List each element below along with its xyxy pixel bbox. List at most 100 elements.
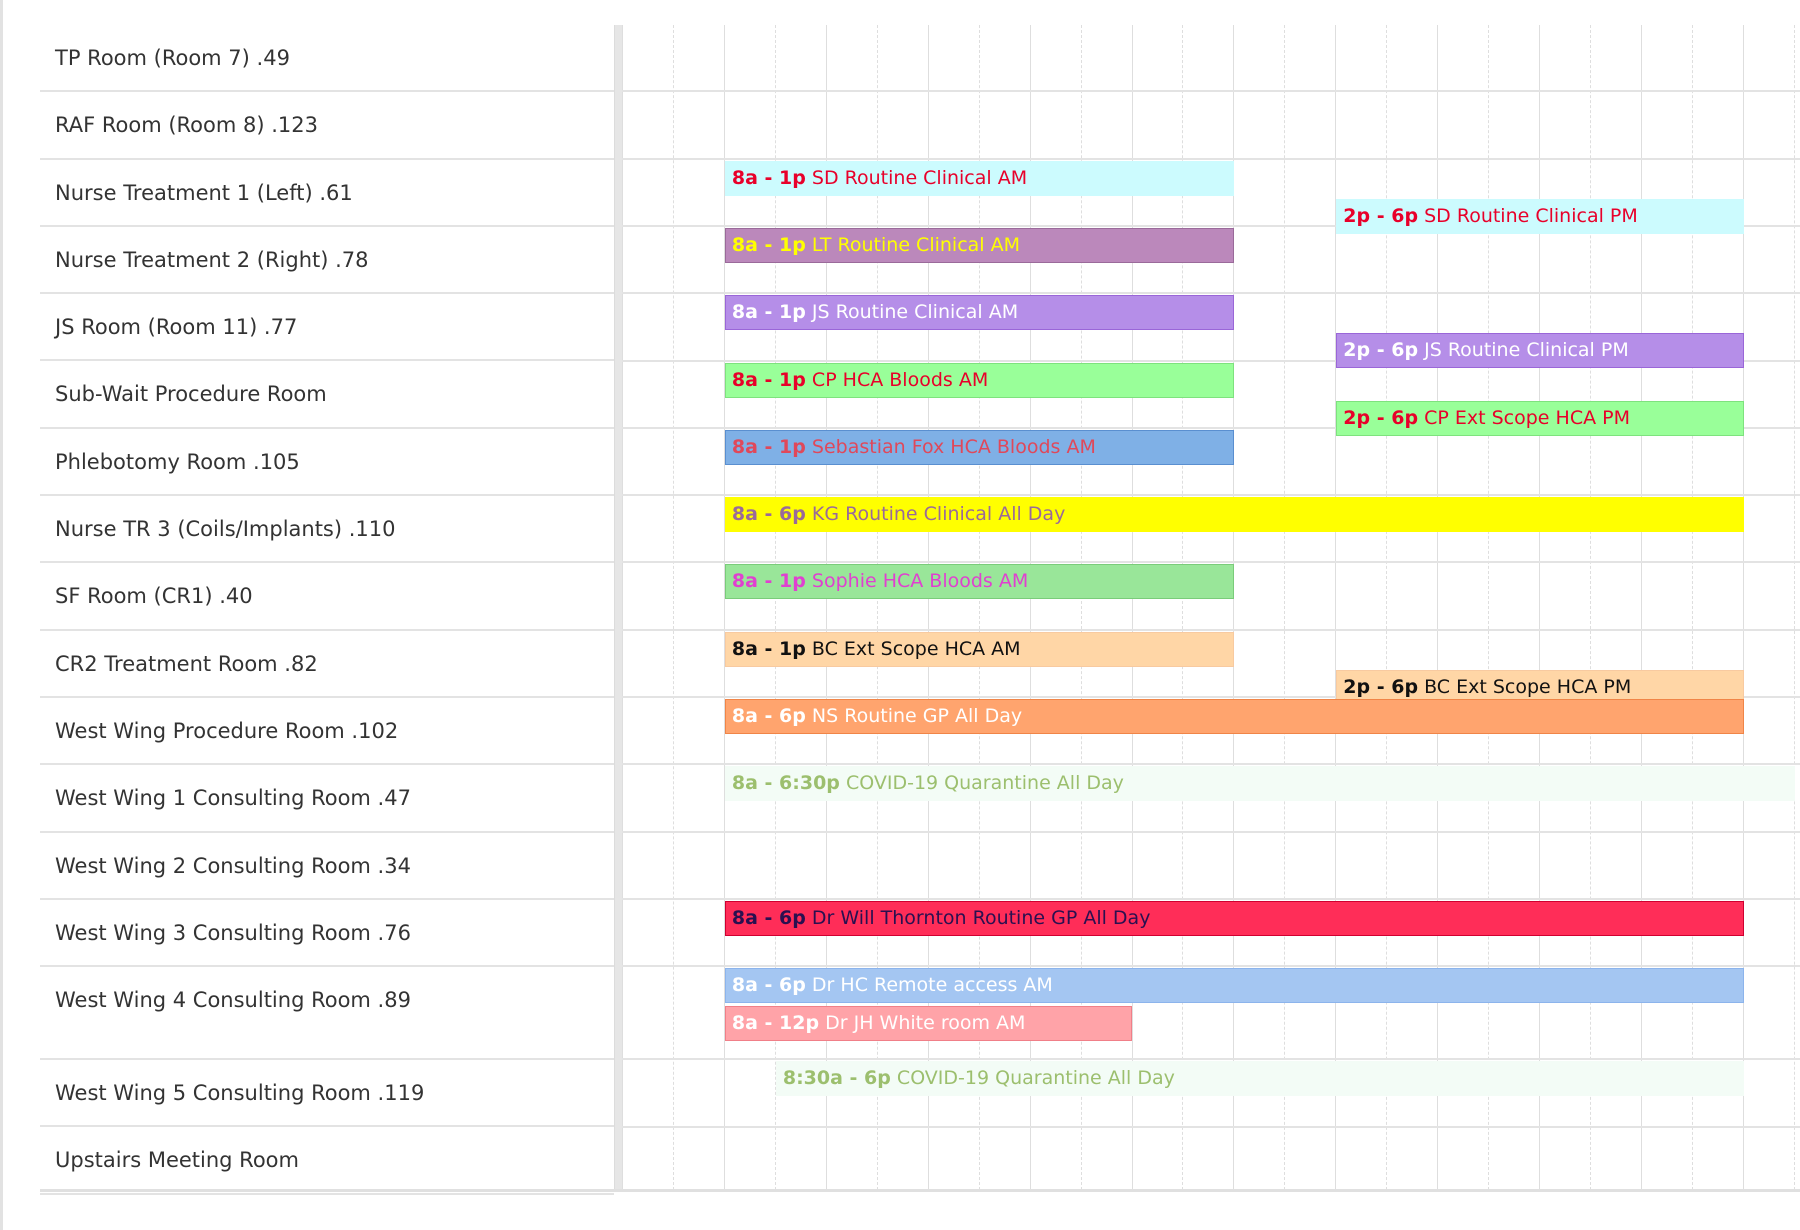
left-border [0,0,3,1230]
hour-gridline [1641,25,1642,1190]
schedule-event[interactable]: 2p - 6p JS Routine Clinical PM [1336,333,1744,369]
schedule-event[interactable]: 2p - 6p SD Routine Clinical PM [1336,198,1744,234]
hour-gridline [622,25,623,1190]
half-hour-gridline [978,25,980,1190]
event-title: BC Ext Scope HCA PM [1424,675,1632,698]
schedule-event[interactable]: 8a - 1p BC Ext Scope HCA AM [724,631,1235,667]
event-time: 8a - 6:30p [731,772,840,795]
event-title: JS Routine Clinical PM [1424,339,1629,362]
half-hour-gridline [1691,25,1693,1190]
room-row: Phlebotomy Room .105 [40,429,614,497]
room-name: RAF Room (Room 8) .123 [55,113,318,138]
room-name: West Wing 5 Consulting Room .119 [55,1081,425,1106]
room-row: JS Room (Room 11) .77 [40,294,614,362]
room-name: Nurse Treatment 1 (Left) .61 [55,180,353,205]
column-resize-divider[interactable] [614,25,622,1190]
half-hour-gridline [1284,25,1286,1190]
row-divider [622,696,1800,698]
event-time: 8a - 6p [731,974,806,997]
event-time: 8a - 1p [731,435,806,458]
event-title: SD Routine Clinical AM [811,166,1028,189]
room-name: CR2 Treatment Room .82 [55,651,318,676]
hour-gridline [1539,25,1541,1190]
schedule-event[interactable]: 8a - 12p Dr JH White room AM [724,1006,1133,1042]
half-hour-gridline [1590,25,1592,1190]
hour-gridline [723,25,725,1190]
room-row: West Wing Procedure Room .102 [40,698,614,766]
room-row: SF Room (CR1) .40 [40,563,614,631]
event-time: 8a - 1p [731,166,806,189]
schedule-event[interactable]: 8a - 1p JS Routine Clinical AM [724,295,1235,331]
hour-gridline [1742,25,1744,1190]
room-name: West Wing 4 Consulting Room .89 [55,988,411,1013]
schedule-event[interactable]: 8a - 6p KG Routine Clinical All Day [724,497,1744,533]
event-time: 8a - 6p [731,906,806,929]
row-divider [622,494,1800,497]
event-title: Dr HC Remote access AM [811,974,1053,997]
schedule-event[interactable]: 8a - 6:30p COVID-19 Quarantine All Day [724,766,1795,802]
row-divider [622,359,1800,362]
row-divider [622,1125,1800,1128]
half-hour-gridline [876,25,878,1190]
room-name: SF Room (CR1) .40 [55,584,253,609]
room-name: Phlebotomy Room .105 [55,449,300,474]
schedule-event[interactable]: 8:30a - 6p COVID-19 Quarantine All Day [775,1061,1744,1097]
room-name: Sub-Wait Procedure Room [55,382,327,407]
event-time: 8a - 6p [731,705,806,727]
row-divider [622,830,1800,833]
half-hour-gridline [1488,25,1490,1190]
hour-gridline [927,25,929,1190]
schedule-event[interactable]: 8a - 1p Sebastian Fox HCA Bloods AM [724,429,1235,465]
row-divider [622,292,1800,295]
schedule-event[interactable]: 8a - 1p SD Routine Clinical AM [724,160,1235,196]
row-divider [622,90,1800,93]
event-time: 8a - 1p [731,637,806,660]
row-divider [622,628,1800,631]
event-time: 2p - 6p [1343,406,1419,429]
row-divider [622,763,1800,766]
half-hour-gridline [1793,25,1795,1190]
room-name: TP Room (Room 7) .49 [55,46,290,70]
half-hour-gridline [1386,25,1388,1190]
row-divider [622,897,1800,900]
schedule-event[interactable]: 8a - 1p CP HCA Bloods AM [724,362,1235,398]
room-name: JS Room (Room 11) .77 [55,315,298,340]
schedule-event[interactable]: 2p - 6p CP Ext Scope HCA PM [1336,400,1744,436]
schedule-event[interactable]: 8a - 6p NS Routine GP All Day [724,699,1744,734]
event-time: 8a - 1p [731,233,806,256]
schedule-event[interactable]: 8a - 6p Dr Will Thornton Routine GP All … [724,900,1744,936]
schedule-event[interactable]: 8a - 1p LT Routine Clinical AM [724,227,1235,263]
room-name: West Wing 2 Consulting Room .34 [55,853,411,878]
event-title: NS Routine GP All Day [811,705,1023,727]
event-title: CP HCA Bloods AM [811,368,989,391]
room-row: West Wing 4 Consulting Room .89 [40,967,614,1061]
event-time: 8:30a - 6p [782,1067,891,1090]
room-row: Nurse Treatment 1 (Left) .61 [40,160,614,227]
hour-gridline [1335,25,1337,1190]
event-title: Dr JH White room AM [825,1012,1026,1035]
event-time: 8a - 1p [731,368,806,391]
room-name: Nurse Treatment 2 (Right) .78 [55,247,369,272]
room-row: Sub-Wait Procedure Room [40,361,614,429]
hour-gridline [1233,25,1235,1190]
room-row: CR2 Treatment Room .82 [40,631,614,698]
schedule-event[interactable]: 8a - 6p Dr HC Remote access AM [724,968,1744,1004]
room-name: Nurse TR 3 (Coils/Implants) .110 [55,517,396,542]
row-divider [622,224,1800,227]
timeline-grid: 8a - 1p SD Routine Clinical AM 2p - 6p SD… [622,25,1800,1190]
room-row: West Wing 3 Consulting Room .76 [40,900,614,968]
row-divider [622,157,1800,160]
room-row: Upstairs Meeting Room [40,1127,614,1195]
schedule-event[interactable]: 8a - 1p Sophie HCA Bloods AM [724,564,1235,600]
room-row: Nurse TR 3 (Coils/Implants) .110 [40,496,614,564]
half-hour-gridline [774,25,776,1190]
row-divider [622,965,1800,968]
room-name: West Wing 3 Consulting Room .76 [55,920,411,945]
room-row: West Wing 2 Consulting Room .34 [40,833,614,900]
event-time: 2p - 6p [1343,204,1419,227]
room-name: Upstairs Meeting Room [55,1148,299,1173]
room-row: West Wing 5 Consulting Room .119 [40,1060,614,1128]
event-title: COVID-19 Quarantine All Day [896,1067,1175,1090]
hour-gridline [825,25,827,1190]
event-time: 8a - 12p [731,1012,820,1035]
